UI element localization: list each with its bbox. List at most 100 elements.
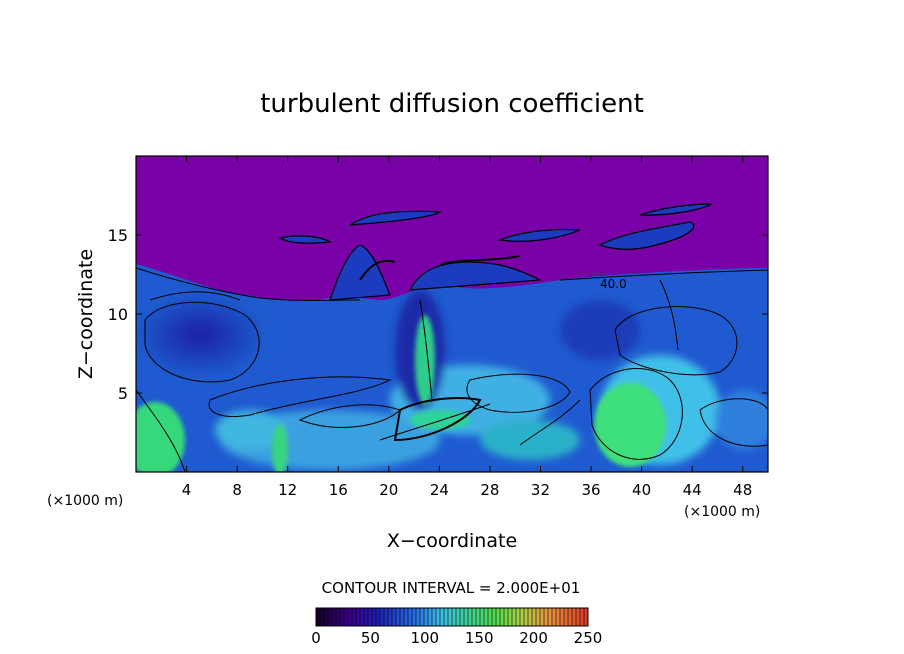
x-tick-label: 24 [430, 481, 449, 499]
x-tick-label: 12 [278, 481, 297, 499]
colorbar-tick-label: 100 [410, 629, 439, 647]
colorbar-tick-label: 50 [361, 629, 380, 647]
colorbar-swatch [432, 608, 437, 626]
x-tick-label: 48 [733, 481, 752, 499]
contour-interval-label: CONTOUR INTERVAL = 2.000E+01 [322, 579, 581, 597]
colorbar-swatch [548, 608, 553, 626]
colorbar-swatch [348, 608, 353, 626]
colorbar-swatch [524, 608, 529, 626]
colorbar-swatch [328, 608, 333, 626]
colorbar-swatch [552, 608, 557, 626]
colorbar: 0 50 100 150 200 250 [311, 607, 603, 647]
colorbar-swatch [424, 608, 429, 626]
colorbar-swatch [404, 608, 409, 626]
colorbar-swatch [400, 608, 405, 626]
colorbar-swatch [360, 608, 365, 626]
colorbar-swatch [508, 608, 513, 626]
colorbar-swatch [520, 608, 525, 626]
colorbar-swatch [488, 608, 493, 626]
colorbar-swatch [316, 608, 321, 626]
x-tick-label: 16 [329, 481, 348, 499]
y-axis: 5 10 15 [108, 226, 768, 403]
colorbar-swatch [540, 608, 545, 626]
colorbar-swatch [500, 608, 505, 626]
colorbar-swatch [452, 608, 457, 626]
colorbar-swatch [476, 608, 481, 626]
colorbar-swatch [336, 608, 341, 626]
colorbar-swatch [416, 608, 421, 626]
x-tick-label: 32 [531, 481, 550, 499]
colorbar-swatch [364, 608, 369, 626]
colorbar-swatch [456, 608, 461, 626]
colorbar-tick-label: 200 [519, 629, 548, 647]
colorbar-swatch [568, 608, 573, 626]
x-unit-right: (×1000 m) [684, 504, 760, 520]
heatmap-field [136, 156, 768, 472]
colorbar-swatch [564, 608, 569, 626]
colorbar-swatch [484, 608, 489, 626]
colorbar-tick-label: 150 [465, 629, 494, 647]
colorbar-swatch [580, 608, 585, 626]
colorbar-swatch [532, 608, 537, 626]
colorbar-tick-label: 250 [574, 629, 603, 647]
colorbar-swatch [344, 608, 349, 626]
colorbar-swatch [440, 608, 445, 626]
colorbar-swatch [444, 608, 449, 626]
colorbar-swatch [576, 608, 581, 626]
colorbar-swatch [388, 608, 393, 626]
colorbar-swatch [368, 608, 373, 626]
colorbar-swatch [356, 608, 361, 626]
colorbar-swatch [468, 608, 473, 626]
colorbar-swatch [436, 608, 441, 626]
colorbar-swatch [392, 608, 397, 626]
colorbar-swatch [544, 608, 549, 626]
colorbar-swatch [352, 608, 357, 626]
x-tick-label: 44 [683, 481, 702, 499]
x-tick-label: 20 [379, 481, 398, 499]
x-axis: 4 8 12 16 20 24 28 32 36 40 44 48 [182, 156, 752, 499]
colorbar-swatch [528, 608, 533, 626]
colorbar-swatch [516, 608, 521, 626]
x-axis-title: X−coordinate [387, 530, 517, 552]
colorbar-swatch [492, 608, 497, 626]
colorbar-swatch [496, 608, 501, 626]
colorbar-swatch [412, 608, 417, 626]
y-tick-label: 10 [108, 305, 128, 324]
colorbar-swatch [584, 608, 589, 626]
colorbar-swatch [572, 608, 577, 626]
colorbar-swatch [372, 608, 377, 626]
colorbar-swatch [396, 608, 401, 626]
colorbar-swatch [320, 608, 325, 626]
x-tick-label: 36 [581, 481, 600, 499]
x-tick-label: 4 [182, 481, 192, 499]
colorbar-swatch [332, 608, 337, 626]
x-tick-label: 28 [480, 481, 499, 499]
colorbar-swatch [472, 608, 477, 626]
x-unit-left: (×1000 m) [47, 493, 123, 509]
y-axis-title: Z−coordinate [75, 249, 97, 379]
colorbar-swatch [384, 608, 389, 626]
colorbar-swatch [480, 608, 485, 626]
colorbar-swatch [380, 608, 385, 626]
colorbar-swatch [460, 608, 465, 626]
colorbar-swatch [376, 608, 381, 626]
colorbar-swatch [408, 608, 413, 626]
colorbar-swatch [536, 608, 541, 626]
colorbar-swatch [340, 608, 345, 626]
contour-label: 40.0 [600, 277, 627, 291]
colorbar-swatch [464, 608, 469, 626]
colorbar-swatch [556, 608, 561, 626]
y-tick-label: 15 [108, 226, 128, 245]
colorbar-swatch [504, 608, 509, 626]
colorbar-swatch [420, 608, 425, 626]
chart-title: turbulent diffusion coefficient [260, 89, 644, 119]
x-tick-label: 40 [632, 481, 651, 499]
colorbar-swatch [324, 608, 329, 626]
colorbar-tick-label: 0 [311, 629, 321, 647]
colorbar-swatch [448, 608, 453, 626]
colorbar-frame [315, 607, 589, 627]
colorbar-swatch [512, 608, 517, 626]
x-tick-label: 8 [232, 481, 242, 499]
y-tick-label: 5 [118, 384, 128, 403]
